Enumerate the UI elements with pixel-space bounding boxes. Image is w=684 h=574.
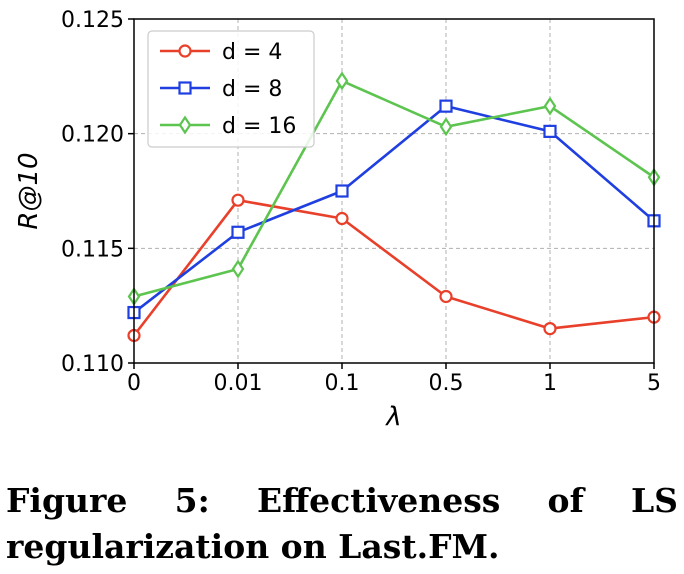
data-point-diamond (231, 259, 245, 279)
data-point-diamond (543, 96, 557, 116)
data-point-circle (231, 193, 245, 207)
legend-label: d = 4 (222, 40, 282, 65)
data-point-diamond (439, 117, 453, 137)
series-line-square (133, 104, 655, 314)
data-point-square (439, 99, 453, 113)
legend-swatch-square (178, 81, 192, 95)
data-point-circle (439, 289, 453, 304)
legend-swatch-diamond (178, 115, 192, 135)
legend-swatch-circle (178, 44, 192, 58)
x-tick-label: 0.01 (214, 371, 263, 396)
x-tick-label: 0.1 (325, 371, 360, 396)
data-point-square (543, 124, 557, 138)
y-tick-label: 0.115 (61, 237, 124, 262)
data-point-diamond (335, 71, 349, 91)
legend-box (147, 30, 315, 148)
y-axis-ticks: 0.110 0.115 0.120 0.125 (61, 8, 134, 377)
y-tick-label: 0.110 (61, 352, 124, 377)
x-axis-ticks: 0 0.01 0.1 0.5 1 5 (127, 363, 661, 396)
legend: d = 4 d = 8 d = 16 (147, 30, 315, 148)
x-tick-label: 1 (543, 371, 557, 396)
y-tick-label: 0.125 (61, 8, 124, 33)
figure-caption: Figure 5: Effectiveness of LS regulariza… (6, 481, 678, 566)
data-point-circle (543, 322, 557, 336)
chart: 0 0.01 0.1 0.5 1 5 0.110 0.115 0.120 0.125 λ R@1… (14, 8, 661, 432)
series-lines (132, 79, 655, 337)
legend-label: d = 16 (222, 114, 296, 139)
plot-frame (133, 18, 655, 364)
legend-label: d = 8 (222, 77, 282, 102)
data-point-square (335, 184, 349, 198)
data-point-circle (335, 211, 349, 226)
series-line-circle (132, 198, 655, 337)
x-tick-label: 0.5 (429, 371, 464, 396)
y-axis-label: R@10 (14, 152, 44, 229)
series-line-diamond (133, 79, 655, 298)
x-tick-label: 0 (127, 371, 141, 396)
data-point-square (231, 225, 245, 239)
x-tick-label: 5 (647, 371, 661, 396)
y-tick-label: 0.120 (61, 123, 124, 148)
x-axis-label: λ (384, 402, 401, 432)
